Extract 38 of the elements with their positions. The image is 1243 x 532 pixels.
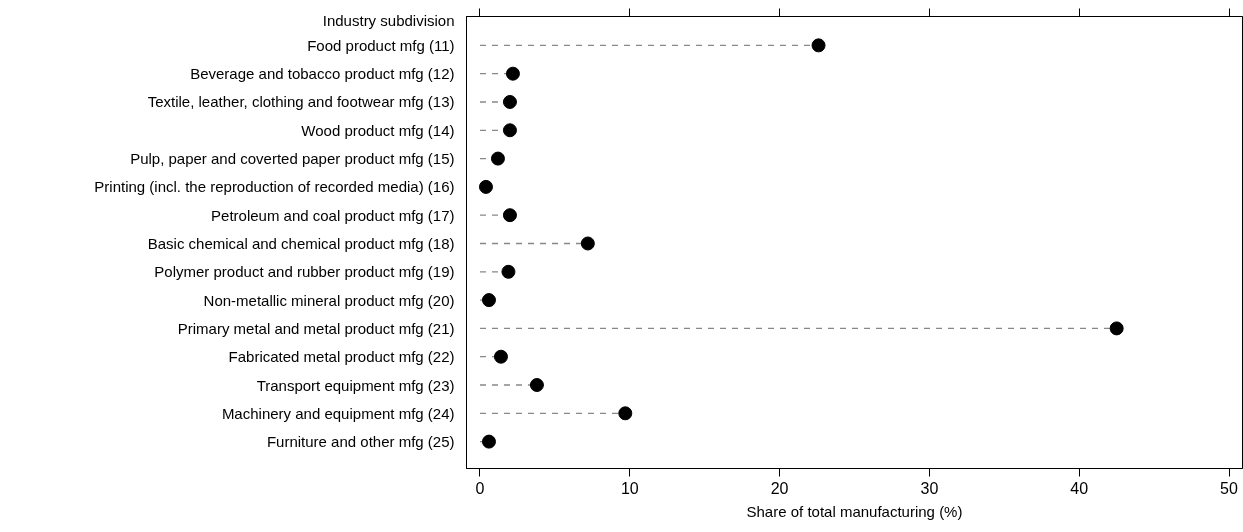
point (502, 123, 517, 138)
y-tick-label: Machinery and equipment mfg (24) (221, 404, 455, 422)
point (1109, 321, 1124, 336)
point (493, 349, 508, 364)
y-tick-label: Petroleum and coal product mfg (17) (211, 206, 455, 224)
x-axis-title: Share of total manufacturing (%) (746, 502, 963, 520)
y-tick-label: Pulp, paper and coverted paper product mfg (15) (130, 150, 455, 168)
point (478, 179, 493, 194)
y-tick-label: Non-metallic mineral product mfg (20) (203, 291, 455, 309)
point (481, 293, 496, 308)
x-tick-label: 40 (1070, 479, 1089, 497)
y-tick-label: Polymer product and rubber product mfg (19) (154, 263, 455, 281)
x-tick-label: 30 (920, 479, 939, 497)
point (481, 434, 496, 449)
point (811, 38, 826, 53)
point (529, 378, 544, 392)
y-tick-label: Printing (incl. the reproduction of recorded media) (16) (94, 178, 455, 196)
y-tick-label: Fabricated metal product mfg (22) (228, 348, 455, 366)
y-tick-label: Food product mfg (11) (307, 36, 455, 54)
x-tick-label: 0 (475, 479, 485, 497)
y-tick-label: Furniture and other mfg (25) (266, 433, 455, 451)
point (501, 264, 516, 279)
point (580, 236, 595, 251)
point (502, 208, 517, 223)
y-tick-label: Wood product mfg (14) (301, 121, 455, 139)
x-tick-label: 10 (620, 479, 639, 497)
x-tick-label: 20 (770, 479, 789, 497)
point (502, 94, 517, 109)
y-tick-label: Basic chemical and chemical product mfg (18) (147, 234, 455, 252)
y-tick-label: Transport equipment mfg (23) (256, 376, 455, 394)
y-tick-label: Textile, leather, clothing and footwear mfg (13) (147, 93, 455, 111)
point (618, 406, 633, 421)
point (505, 66, 520, 81)
y-tick-label: Beverage and tobacco product mfg (12) (190, 65, 455, 83)
y-tick-label: Primary metal and metal product mfg (21) (177, 319, 455, 337)
x-tick-label: 50 (1220, 479, 1239, 497)
point (490, 151, 505, 166)
y-axis-title: Industry subdivision (322, 11, 455, 29)
